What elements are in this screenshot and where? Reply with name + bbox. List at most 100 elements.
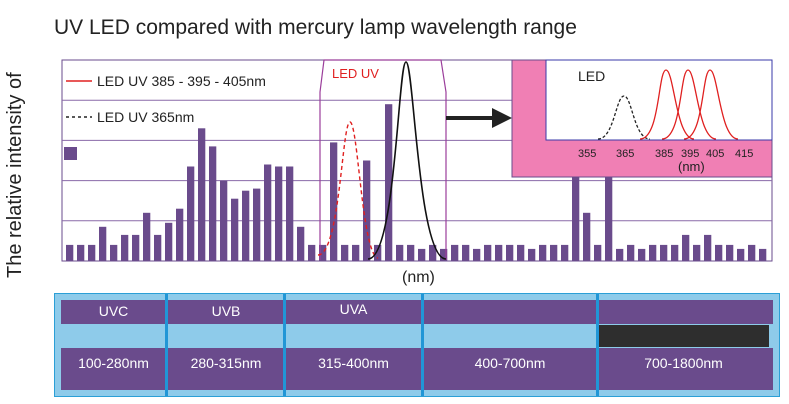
spectrum-bar: [275, 166, 283, 261]
band-divider: [165, 294, 168, 396]
led-uv-region-label: LED UV: [332, 66, 379, 81]
arrow-head: [492, 108, 512, 128]
spectrum-bar: [572, 142, 580, 261]
inset-curve-405: [683, 69, 739, 140]
spectrum-bar: [363, 160, 371, 261]
spectrum-bar: [715, 244, 723, 261]
legend-item-led-uv-365: LED UV 365nm: [97, 109, 194, 125]
spectrum-bar: [110, 244, 118, 261]
inset-curve-365: [597, 95, 651, 140]
spectrum-bar: [154, 234, 162, 261]
spectrum-bar: [165, 222, 173, 261]
range-label-infrared: 700-1800nm: [644, 355, 723, 371]
band-divider: [421, 294, 424, 396]
band-divider: [596, 294, 599, 396]
spectrum-bar: [77, 244, 85, 261]
spectrum-bar: [66, 244, 74, 261]
wavelength-range-table: UVC UVB UVA 100-280nm 280-315nm 315-400n…: [54, 293, 780, 397]
spectrum-bar: [506, 244, 514, 261]
inset-tick-label: 355: [578, 148, 596, 160]
spectrum-bar: [649, 244, 657, 261]
inset-tick-label: 385: [655, 148, 673, 160]
bar-series: [66, 104, 767, 261]
spectrum-bar: [121, 234, 129, 261]
band-label-uvb: UVB: [211, 303, 241, 319]
mercury-peak-curve: [367, 61, 447, 260]
band-top-row: [61, 300, 773, 324]
spectrum-bar: [143, 212, 151, 261]
band-divider: [283, 294, 286, 396]
chart-title: UV LED compared with mercury lamp wavele…: [54, 16, 577, 39]
spectrum-bar: [737, 248, 745, 261]
range-label-visible: 400-700nm: [474, 355, 546, 371]
spectrum-bar: [352, 244, 360, 261]
band-bottom-row: [61, 348, 773, 390]
spectrum-bar: [473, 248, 481, 261]
band-label-uva: UVA: [339, 301, 368, 317]
spectrum-bar: [286, 166, 294, 261]
legend-square-swatch: [64, 147, 77, 160]
spectrum-bar: [407, 244, 415, 261]
band-label-uvc: UVC: [98, 303, 129, 319]
spectrum-bar: [726, 244, 734, 261]
range-label-uvb: 280-315nm: [190, 355, 262, 371]
spectrum-bar: [396, 244, 404, 261]
spectrum-bar: [539, 244, 547, 261]
spectrum-bar: [550, 244, 558, 261]
spectrum-bar: [330, 142, 338, 261]
x-axis-label: (nm): [402, 269, 435, 286]
spectrum-bar: [418, 248, 426, 261]
spectrum-bar: [440, 248, 448, 261]
inset-tick-label: 395: [681, 148, 699, 160]
spectrum-bar: [528, 248, 536, 261]
spectrum-bar: [132, 234, 140, 261]
spectrum-bar: [671, 244, 679, 261]
spectrum-bar: [451, 244, 459, 261]
spectrum-bar: [616, 248, 624, 261]
spectrum-bar: [374, 244, 382, 261]
spectrum-bar: [429, 244, 437, 261]
spectrum-bar: [231, 198, 239, 261]
spectrum-bar: [660, 244, 668, 261]
spectrum-bar: [198, 128, 206, 261]
spectrum-bar: [638, 248, 646, 261]
spectrum-bar: [561, 244, 569, 261]
spectrum-bar: [308, 244, 316, 261]
spectrum-bar: [99, 226, 107, 261]
inset-tick-label: 415: [735, 148, 753, 160]
inset-plot-area: [545, 59, 773, 141]
spectrum-bar: [583, 212, 591, 261]
spectrum-bar: [264, 164, 272, 261]
spectrum-bar: [253, 188, 261, 261]
inset-tick-label: 365: [616, 148, 634, 160]
spectrum-bar: [385, 104, 393, 261]
spectrum-bar: [605, 118, 613, 261]
inset-x-label: (nm): [678, 159, 705, 174]
spectrum-bar: [220, 180, 228, 261]
inset-curve-385: [639, 69, 695, 140]
spectrum-bar: [495, 244, 503, 261]
spectrum-bar: [319, 244, 327, 261]
spectrum-bar: [484, 244, 492, 261]
spectrum-bar: [209, 146, 217, 261]
spectrum-bar: [594, 244, 602, 261]
infrared-dark-block: [598, 325, 769, 347]
spectrum-bar: [748, 244, 756, 261]
spectrum-bar: [88, 244, 96, 261]
spectrum-bar: [517, 244, 525, 261]
spectrum-bar: [682, 234, 690, 261]
spectrum-bar: [187, 166, 195, 261]
spectrum-bar: [627, 244, 635, 261]
spectrum-chart: LED UV LED UV 385 - 395 - 405nm LED UV 3…: [61, 59, 773, 286]
led-365-curve-main: [317, 121, 379, 259]
spectrum-bar: [341, 244, 349, 261]
range-label-uvc: 100-280nm: [78, 355, 149, 371]
spectrum-bar: [242, 190, 250, 261]
inset-title: LED: [578, 68, 605, 84]
legend-item-led-uv-385: LED UV 385 - 395 - 405nm: [97, 73, 266, 89]
spectrum-bar: [693, 244, 701, 261]
spectrum-bar: [462, 244, 470, 261]
spectrum-bar: [759, 248, 767, 261]
spectrum-bar: [176, 208, 184, 261]
spectrum-bar: [704, 234, 712, 261]
